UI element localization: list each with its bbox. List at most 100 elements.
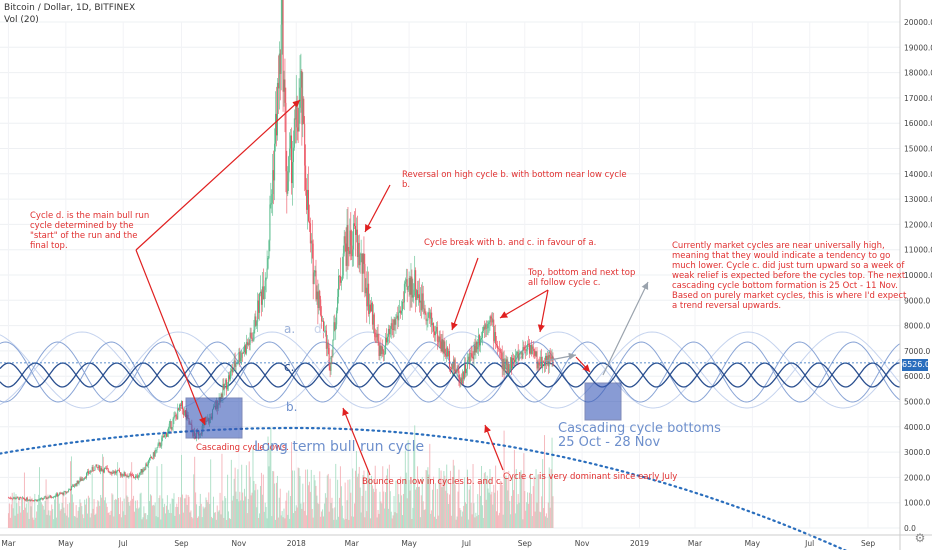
volume-bar (328, 511, 330, 528)
candle-body (135, 475, 137, 477)
candle-body (136, 475, 138, 478)
volume-bar (534, 511, 536, 528)
candle-body (59, 493, 61, 494)
candle-body (311, 240, 313, 244)
candle-body (387, 328, 389, 337)
volume-bar (426, 470, 428, 528)
volume-bar (343, 519, 345, 528)
volume-bar (271, 516, 273, 528)
gear-icon[interactable]: ⚙ (914, 531, 926, 545)
volume-bar (133, 495, 135, 528)
volume-bar (379, 491, 381, 528)
candle-body (426, 320, 428, 322)
y-tick-label: 10000.0 (904, 271, 932, 280)
candle-body (341, 275, 343, 281)
candle-body (345, 243, 347, 266)
volume-bar (498, 512, 500, 528)
volume-bar (53, 519, 55, 528)
arrow-reversal (364, 184, 391, 233)
volume-bar (297, 467, 299, 528)
volume-bar (309, 491, 311, 528)
volume-bar (211, 516, 213, 528)
candle-body (363, 253, 365, 264)
x-tick-label: Nov (575, 539, 590, 548)
volume-bar (128, 502, 130, 528)
volume-bar (490, 494, 492, 528)
volume-bar (10, 504, 12, 528)
candle-body (67, 491, 69, 493)
volume-bar (70, 461, 72, 528)
volume-bar (241, 464, 243, 528)
candle-body (373, 314, 375, 333)
volume-bar (105, 503, 107, 528)
candle-body (120, 473, 122, 476)
volume-bar (387, 508, 389, 528)
candle-body (285, 102, 287, 172)
volume-bar (417, 486, 419, 528)
y-tick-label: 15000.0 (904, 145, 932, 154)
volume-bar (355, 450, 357, 528)
volume-bar (136, 500, 138, 528)
volume-bar (93, 499, 95, 528)
volume-bar (116, 499, 118, 528)
volume-bar (257, 489, 259, 528)
volume-bar (24, 507, 26, 528)
candle-body (496, 345, 498, 349)
volume-bar (74, 516, 76, 528)
candle-body (282, 0, 284, 92)
candle-body (95, 464, 97, 467)
candle-body (102, 469, 104, 471)
x-tick-label: Jul (461, 539, 471, 548)
candle-body (276, 82, 278, 136)
candle-body (23, 497, 25, 499)
volume-bar (433, 516, 435, 528)
volume-bar (72, 502, 74, 528)
volume-bar (359, 487, 361, 528)
candle-body (161, 437, 163, 446)
candle-body (337, 296, 339, 311)
candle-body (430, 312, 432, 319)
candle-body (107, 468, 109, 472)
volume-bar (259, 513, 261, 528)
volume-bar (472, 464, 474, 528)
candle-body (232, 369, 234, 373)
candle-body (335, 324, 337, 331)
candle-body (298, 107, 300, 132)
candle-body (170, 421, 172, 430)
x-tick-label: Sep (861, 539, 875, 548)
volume-bar (358, 466, 360, 528)
volume-bar (214, 512, 216, 528)
candle-body (480, 339, 482, 346)
volume-bar (323, 503, 325, 528)
candle-body (347, 225, 349, 251)
volume-bar (536, 502, 538, 528)
candle-body (18, 497, 20, 500)
candle-body (12, 498, 14, 499)
volume-bar (414, 425, 416, 528)
volume-bar (314, 480, 316, 528)
volume-bar (416, 487, 418, 528)
candle-body (134, 476, 136, 479)
volume-bar (243, 500, 245, 528)
candle-body (249, 332, 251, 345)
candle-body (289, 148, 291, 157)
cascading-lows-box (185, 397, 243, 439)
volume-bar (125, 473, 127, 528)
candle-body (459, 378, 461, 382)
candle-body (241, 353, 243, 358)
volume-bar (386, 468, 388, 528)
candle-body (164, 434, 166, 438)
candle-body (322, 320, 324, 322)
candle-body (446, 347, 448, 357)
volume-bar (494, 492, 496, 528)
candle-body (54, 496, 56, 498)
candle-body (551, 356, 553, 359)
candle-body (257, 300, 259, 322)
volume-bar (37, 504, 39, 528)
arrow-to-top (135, 99, 301, 251)
volume-bar (458, 469, 460, 528)
volume-bar (463, 505, 465, 528)
volume-bar (419, 517, 421, 528)
candle-body (230, 369, 232, 372)
